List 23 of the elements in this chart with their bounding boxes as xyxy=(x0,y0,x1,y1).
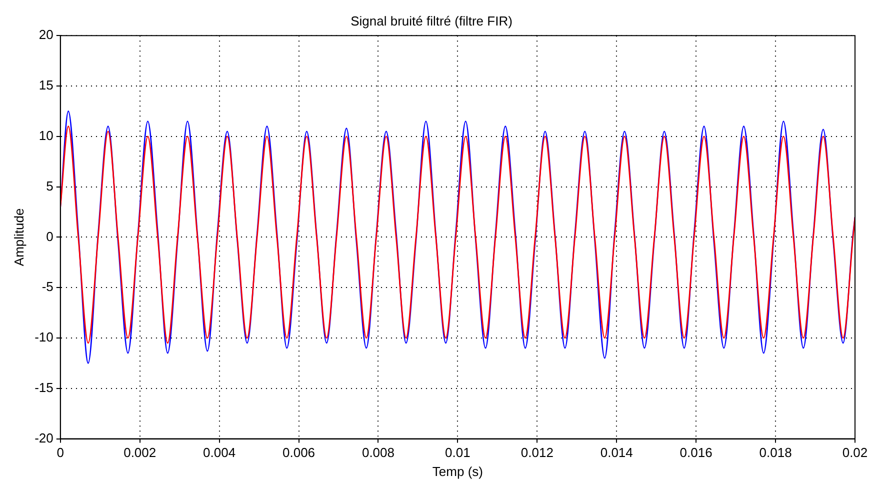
x-tick-label: 0.02 xyxy=(842,445,868,460)
y-tick-label: 15 xyxy=(38,78,54,93)
y-tick-label: -15 xyxy=(34,380,54,395)
x-tick-label: 0.01 xyxy=(445,445,470,460)
y-tick-label: 20 xyxy=(38,27,54,42)
x-tick-label: 0.018 xyxy=(759,445,792,460)
x-axis-title: Temp (s) xyxy=(432,464,483,479)
y-axis-title: Amplitude xyxy=(11,208,26,266)
x-tick-label: 0.006 xyxy=(282,445,316,460)
y-tick-label: 10 xyxy=(38,128,54,143)
x-tick-label: 0.012 xyxy=(520,445,554,460)
y-tick-label: 5 xyxy=(46,178,54,194)
x-tick-label: 0.004 xyxy=(203,445,236,460)
y-tick-label: -20 xyxy=(34,430,54,446)
x-tick-label: 0.002 xyxy=(124,445,156,460)
x-tick-label: 0.016 xyxy=(680,445,712,460)
y-tick-label: 0 xyxy=(46,228,54,244)
x-tick-label: 0.014 xyxy=(600,445,633,460)
y-tick-label: -5 xyxy=(42,279,54,294)
chart-title: Signal bruité filtré (filtre FIR) xyxy=(350,13,512,28)
y-tick-label: -10 xyxy=(34,330,54,345)
x-tick-label: 0 xyxy=(56,445,64,460)
x-tick-label: 0.008 xyxy=(362,445,395,460)
